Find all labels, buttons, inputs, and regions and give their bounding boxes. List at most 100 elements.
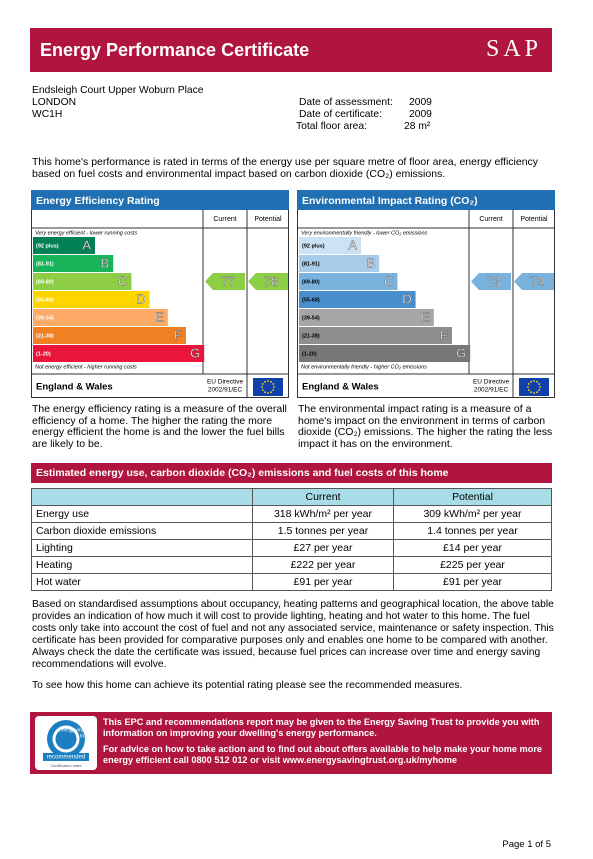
eu-flag	[519, 378, 549, 396]
rating-panel: Environmental Impact Rating (CO₂) Current…	[297, 190, 555, 398]
panel-title: Energy Efficiency Rating	[36, 195, 160, 207]
badge: recommended	[47, 755, 85, 761]
table-row: Carbon dioxide emissions 1.5 tonnes per y…	[31, 522, 552, 540]
band-range: (69-80)	[36, 279, 54, 285]
band-range: (21-38)	[302, 333, 320, 339]
band	[33, 273, 132, 290]
band-range: (1-20)	[302, 351, 317, 357]
eu-star	[272, 383, 275, 385]
table-cell: £222 per year	[252, 556, 394, 574]
bottom-note: Not environmentally friendly - higher CO…	[301, 364, 427, 370]
detail-value: 28 m²	[404, 121, 431, 132]
eu-star	[533, 392, 535, 394]
header-cell: Current	[252, 488, 394, 506]
band	[299, 255, 380, 272]
table-cell: 318 kWh/m² per year	[252, 505, 394, 523]
table-row: Heating £222 per year £225 per year	[31, 556, 552, 574]
directive: EU Directive	[473, 379, 510, 386]
band-letter: A	[82, 237, 91, 252]
eu-star	[267, 380, 269, 382]
band-range: (92 plus)	[36, 243, 59, 249]
address-line: Endsleigh Court Upper Woburn Place	[32, 85, 204, 96]
address-line: WC1H	[32, 109, 63, 120]
detail-row: Date of assessment: 2009	[296, 97, 456, 109]
header-cell: Potential	[393, 488, 552, 506]
rating-arrow	[205, 273, 245, 290]
eu-star	[267, 392, 269, 394]
description: The energy efficiency rating is a measur…	[32, 403, 287, 450]
band	[299, 291, 416, 308]
band-letter: A	[348, 237, 357, 252]
top-note: Very energy efficient - lower running co…	[35, 230, 137, 236]
directive: EU Directive	[207, 379, 244, 386]
eu-star	[536, 380, 538, 383]
directive: 2002/91/EC	[208, 387, 243, 394]
band-letter: F	[440, 327, 448, 342]
est-logo: energy saving trust recommended Certific…	[35, 716, 97, 770]
eu-star	[530, 391, 532, 394]
eu-star	[261, 386, 263, 388]
eu-star	[270, 380, 272, 383]
header-bar: Energy Performance Certificate SAP	[30, 28, 552, 72]
banner-text: This EPC and recommendations report may …	[103, 717, 545, 765]
eu-star	[538, 389, 541, 391]
detail-label: Date of certificate:	[299, 109, 382, 120]
eu-star	[261, 383, 264, 385]
table-row: Energy use 318 kWh/m² per year 309 kWh/m² …	[31, 505, 552, 523]
detail-label: Date of assessment:	[299, 97, 393, 108]
eu-star	[261, 389, 264, 391]
band-letter: D	[402, 291, 411, 306]
band-range: (39-54)	[302, 315, 320, 321]
eu-star	[538, 383, 541, 385]
eu-star	[527, 389, 530, 391]
band-letter: C	[118, 273, 127, 288]
band	[299, 327, 452, 344]
eu-star	[527, 383, 530, 385]
rating-arrow	[248, 273, 288, 290]
header-cell	[31, 488, 253, 506]
rating-value: 78	[264, 274, 278, 289]
band-letter: E	[421, 309, 430, 324]
eu-star	[533, 380, 535, 382]
table-cell: Energy use	[31, 505, 253, 523]
intro: This home's performance is rated in term…	[32, 156, 539, 180]
band-range: (81-91)	[302, 261, 320, 267]
band-range: (92 plus)	[302, 243, 325, 249]
band	[299, 309, 434, 326]
table-cell: £27 per year	[252, 539, 394, 557]
band	[33, 309, 168, 326]
rating-value: 73	[487, 274, 501, 289]
banner: energy saving trust recommended Certific…	[30, 712, 552, 774]
rating-chart: Energy Efficiency Rating Current Potential…	[31, 190, 289, 398]
section-title: Estimated energy use, carbon dioxide (CO…	[31, 463, 552, 483]
band-letter: G	[456, 345, 466, 360]
page-number: Page 1 of 5	[502, 839, 551, 850]
table-row: Hot water £91 per year £91 per year	[31, 573, 552, 591]
eu-star	[527, 386, 529, 388]
rating-panel: Energy Efficiency Rating Current Potential…	[31, 190, 289, 398]
bottom-note: Not energy efficient - higher running co…	[35, 364, 137, 370]
band	[33, 327, 186, 344]
detail-row: Total floor area: 28 m²	[296, 121, 456, 133]
band-range: (81-91)	[36, 261, 54, 267]
band-letter: B	[367, 255, 376, 270]
banner-line: This EPC and recommendations report may …	[103, 717, 540, 738]
logo-text: trust	[80, 733, 90, 739]
logo-text: energy	[59, 727, 75, 733]
eu-star	[273, 386, 275, 388]
top-note: Very environmentally friendly - lower CO…	[301, 230, 428, 236]
region: England & Wales	[302, 382, 379, 393]
band	[33, 255, 114, 272]
rating-arrow	[471, 273, 511, 290]
rating-arrow	[514, 273, 554, 290]
detail-label: Total floor area:	[296, 121, 367, 132]
table-cell: £14 per year	[393, 539, 552, 557]
panel-title-bar	[297, 190, 555, 210]
description: The environmental impact rating is a mea…	[298, 403, 553, 450]
table-cell: Heating	[31, 556, 253, 574]
band-letter: C	[384, 273, 393, 288]
detail-value: 2009	[409, 109, 432, 120]
band-range: (39-54)	[36, 315, 54, 321]
eu-star	[272, 389, 275, 391]
